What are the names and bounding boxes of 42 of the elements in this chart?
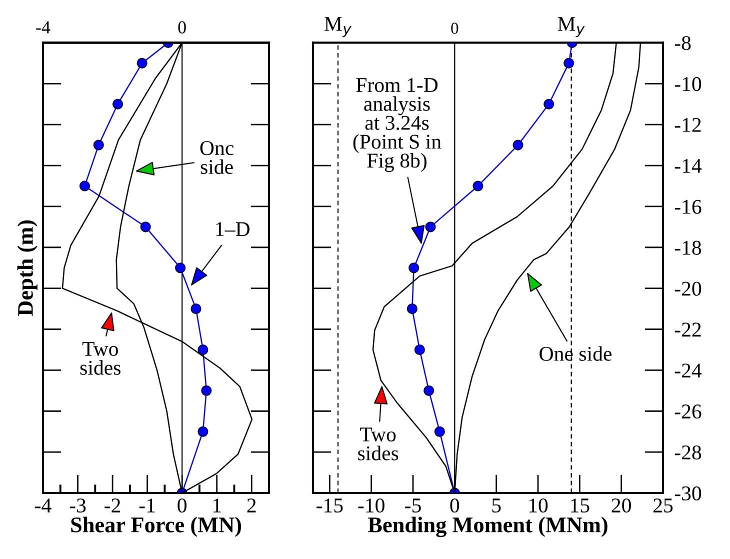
y-tick-label: -18 — [674, 240, 702, 255]
y-tick-label: -10 — [674, 77, 702, 92]
x-tick-label: 5 — [492, 498, 501, 513]
x-tick-label: 20 — [612, 498, 631, 513]
ref-line-label: M$_{y}$ — [324, 17, 352, 38]
x-tick-label: 25 — [654, 498, 673, 513]
x-axis-title: Shear Force (MN) — [71, 516, 242, 537]
x-tick-label: 1 — [213, 498, 221, 512]
y-tick-label: -22 — [674, 322, 701, 336]
y-tick-label: -28 — [674, 445, 702, 460]
x-tick-label: 0 — [450, 498, 460, 513]
x-tick-label: -2 — [104, 498, 120, 512]
x-tick-label: -4 — [35, 498, 52, 512]
y-tick-label: -12 — [674, 118, 701, 132]
x-tick-label: 10 — [529, 498, 548, 513]
annotation: Two sides — [80, 342, 120, 375]
annotation: Onc side — [200, 141, 234, 174]
x-tick-label: 2 — [247, 498, 256, 512]
x-tick-label: 0 — [178, 498, 186, 513]
x-tick-label: -3 — [70, 498, 86, 513]
ref-line-label: M$_{y}$ — [558, 17, 585, 38]
x-tick-label: -5 — [405, 498, 421, 513]
annotation: One side — [540, 346, 612, 361]
y-tick-label: -14 — [674, 158, 702, 173]
x-tick-label: 15 — [571, 498, 590, 513]
y-tick-label: -26 — [674, 404, 702, 419]
y-axis-title: Depth (m) — [17, 220, 38, 316]
y-tick-label: -24 — [674, 364, 702, 378]
y-tick-label: -8 — [674, 36, 691, 50]
x-tick-label: -10 — [358, 498, 384, 513]
annotation: From 1-D analysis at 3.24s (Point S in Fig 8b) — [353, 78, 442, 172]
x2-tick-label: -4 — [36, 21, 50, 34]
y-tick-label: -30 — [674, 486, 702, 500]
x-tick-label: -1 — [139, 498, 155, 512]
annotation: 1–D — [216, 222, 250, 236]
y-tick-label: -20 — [674, 282, 702, 296]
y-tick-label: -16 — [674, 200, 702, 214]
x-tick-label: -15 — [316, 498, 343, 513]
x2-tick-label: 0 — [178, 21, 186, 34]
annotation: Two sides — [358, 428, 398, 460]
ref-line-label: 0 — [451, 22, 458, 34]
x-axis-title: Bending Moment (MNm) — [368, 516, 608, 538]
